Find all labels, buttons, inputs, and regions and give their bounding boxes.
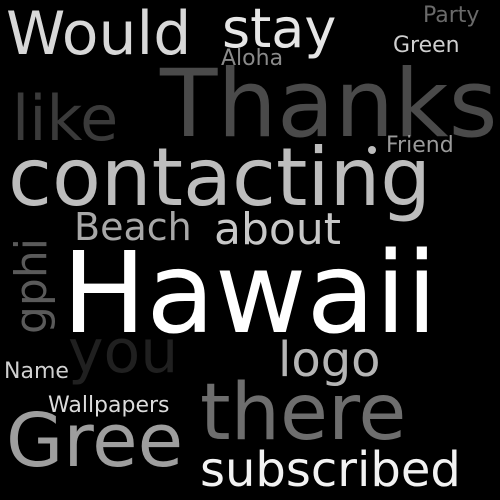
word-gphi: gphi [6, 238, 57, 334]
word-name: Name [4, 359, 69, 384]
word-party: Party [423, 3, 480, 28]
word-gree: Gree [6, 398, 184, 484]
word-would: Would [6, 0, 192, 69]
word-beach: Beach [74, 205, 192, 249]
word-contacting: contacting [8, 131, 432, 224]
word-aloha: Aloha [221, 46, 284, 71]
word-about: about [214, 204, 341, 255]
word-thanks: Thanks [160, 50, 498, 159]
word-you: you [68, 317, 179, 387]
word-like: like [12, 82, 119, 155]
word-stay: stay [222, 0, 337, 60]
word-logo: logo [278, 332, 381, 388]
word-hawaii: Hawaii [62, 229, 438, 359]
dot-mark [368, 146, 376, 154]
word-wallpapers: Wallpapers [48, 393, 170, 418]
word-subscribed: subscribed [200, 442, 461, 498]
word-there: there [200, 368, 407, 458]
word-green: Green [393, 33, 460, 58]
word-friend: Friend [386, 133, 454, 158]
